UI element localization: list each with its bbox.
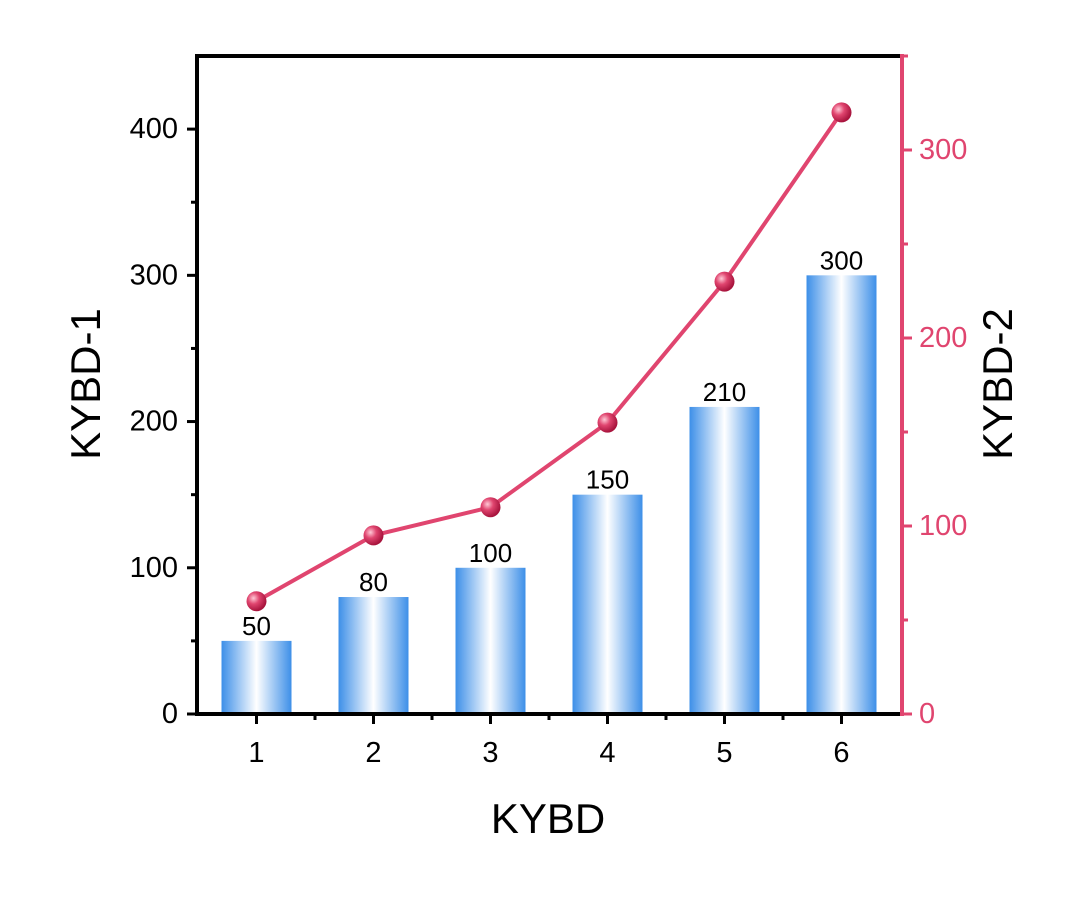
y-right-tick-label-0: 0 <box>919 698 935 730</box>
bar-value-label-1: 50 <box>242 611 271 641</box>
y-right-tick-label-200: 200 <box>919 322 967 354</box>
bar-2 <box>338 597 409 714</box>
tick-labels: 0 100 200 300 400 0 100 200 300 1 2 3 4 5 6 <box>130 113 968 769</box>
line-point-3 <box>480 497 501 518</box>
y-left-tick-label-100: 100 <box>130 552 178 584</box>
bar-value-label-3: 100 <box>469 538 512 568</box>
x-tick-label-3: 3 <box>482 737 498 769</box>
bar-value-label-6: 300 <box>820 245 863 275</box>
x-tick-label-4: 4 <box>599 737 615 769</box>
y-left-tick-label-400: 400 <box>130 113 178 145</box>
y-axis-left-title: KYBD-1 <box>62 308 109 460</box>
line-path <box>255 111 844 603</box>
line-point-6 <box>831 102 852 123</box>
line-point-2 <box>363 525 384 546</box>
x-axis-title: KYBD <box>491 795 605 842</box>
bar-series <box>221 275 877 714</box>
line-point-1 <box>246 591 267 612</box>
y-axis-right-title: KYBD-2 <box>974 308 1021 460</box>
bar-1 <box>221 640 292 714</box>
y-right-tick-label-300: 300 <box>919 134 967 166</box>
axes <box>195 54 904 716</box>
bar-value-label-2: 80 <box>359 567 388 597</box>
line-point-4 <box>597 412 618 433</box>
bar-6 <box>806 275 877 714</box>
bar-4 <box>572 494 643 714</box>
y-left-tick-label-200: 200 <box>130 406 178 438</box>
x-tick-label-5: 5 <box>716 737 732 769</box>
y-left-tick-label-300: 300 <box>130 259 178 291</box>
x-tick-label-6: 6 <box>833 737 849 769</box>
tick-marks <box>187 54 912 724</box>
x-tick-label-1: 1 <box>248 737 264 769</box>
bar-3 <box>455 567 526 714</box>
x-tick-label-2: 2 <box>365 737 381 769</box>
bar-value-label-4: 150 <box>586 465 629 495</box>
bar-5 <box>689 406 760 714</box>
bar-value-label-5: 210 <box>703 377 746 407</box>
bar-data-labels: 50 80 100 150 210 300 <box>242 245 863 641</box>
y-right-tick-label-100: 100 <box>919 510 967 542</box>
line-point-5 <box>714 271 735 292</box>
line-series <box>246 102 852 612</box>
y-left-tick-label-0: 0 <box>162 698 178 730</box>
